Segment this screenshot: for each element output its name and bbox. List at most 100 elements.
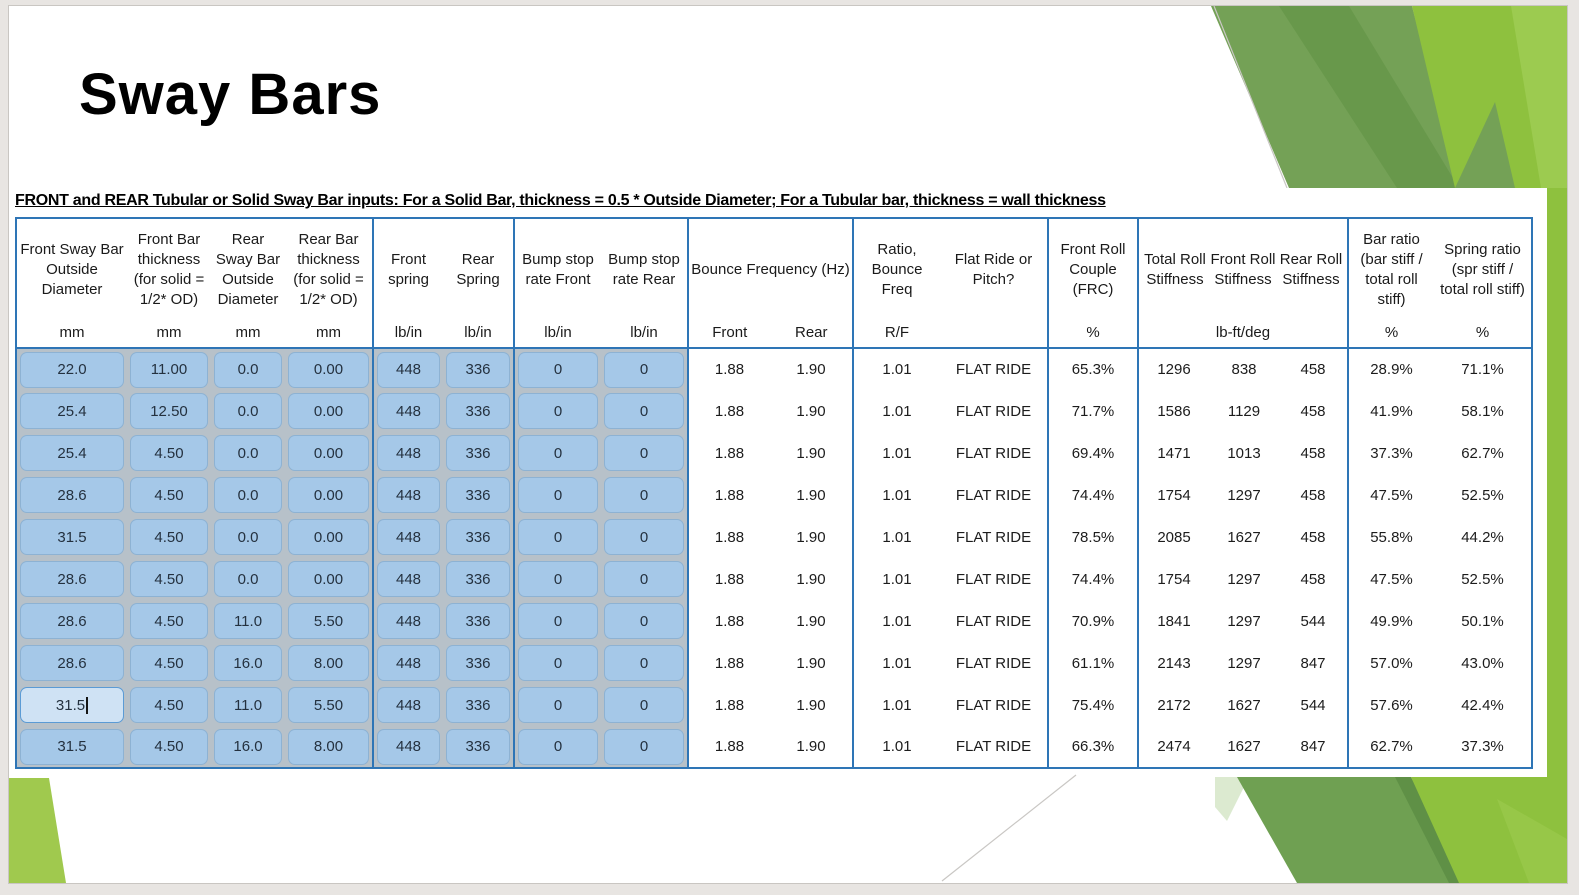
input-cell[interactable]: 0.00 <box>285 474 373 516</box>
computed-cell: 1841 <box>1137 600 1209 642</box>
input-cell[interactable]: 4.50 <box>127 516 211 558</box>
input-cell[interactable]: 8.00 <box>285 642 373 684</box>
input-cell[interactable]: 4.50 <box>127 726 211 768</box>
input-cell[interactable]: 28.6 <box>16 474 127 516</box>
input-cell[interactable]: 0.0 <box>211 348 285 390</box>
input-cell[interactable]: 0 <box>601 558 688 600</box>
input-cell[interactable]: 0 <box>513 474 601 516</box>
input-cell[interactable]: 448 <box>372 348 443 390</box>
input-cell[interactable]: 11.0 <box>211 600 285 642</box>
input-cell[interactable]: 0.0 <box>211 432 285 474</box>
computed-cell: 1.88 <box>687 558 770 600</box>
input-cell[interactable]: 28.6 <box>16 600 127 642</box>
input-cell[interactable]: 31.5 <box>16 516 127 558</box>
computed-cell: 1013 <box>1227 444 1261 462</box>
input-cell[interactable]: 0 <box>513 558 601 600</box>
input-cell[interactable]: 336 <box>443 558 514 600</box>
input-cell[interactable]: 16.0 <box>211 726 285 768</box>
input-cell[interactable]: 0.00 <box>285 348 373 390</box>
input-cell[interactable]: 336 <box>443 642 514 684</box>
input-cell[interactable]: 0 <box>601 600 688 642</box>
input-cell[interactable]: 0.0 <box>211 516 285 558</box>
input-cell[interactable]: 448 <box>372 432 443 474</box>
input-cell[interactable]: 4.50 <box>127 432 211 474</box>
input-cell[interactable]: 336 <box>443 390 514 432</box>
top-right-decoration <box>1211 6 1567 188</box>
input-cell[interactable]: 28.6 <box>16 558 127 600</box>
computed-cell: 1754 <box>1137 558 1209 600</box>
input-cell[interactable]: 0 <box>513 684 601 726</box>
input-cell[interactable]: 4.50 <box>127 684 211 726</box>
input-cell[interactable]: 0 <box>513 348 601 390</box>
input-cell[interactable]: 0 <box>601 642 688 684</box>
input-cell[interactable]: 448 <box>372 390 443 432</box>
column-header-label: Ratio, Bounce Freq <box>871 241 923 298</box>
input-cell[interactable]: 4.50 <box>127 558 211 600</box>
input-cell[interactable]: 0.0 <box>211 474 285 516</box>
input-cell[interactable]: 336 <box>443 348 514 390</box>
input-cell[interactable]: 31.5 <box>16 684 127 726</box>
input-cell-value: 448 <box>395 612 422 630</box>
slide-canvas: Sway Bars FRONT and REAR Tubular or Soli… <box>8 5 1568 884</box>
input-cell[interactable]: 0 <box>601 348 688 390</box>
column-header: Total Roll Stiffness Front Roll Stiffness… <box>1137 218 1348 349</box>
input-cell-value: 11.0 <box>233 612 263 630</box>
input-cell[interactable]: 4.50 <box>127 600 211 642</box>
input-cell[interactable]: 448 <box>372 516 443 558</box>
computed-cell: 1.90 <box>796 654 826 672</box>
computed-cell: 1.90 <box>796 444 826 462</box>
input-cell[interactable]: 0.00 <box>285 390 373 432</box>
input-cell[interactable]: 16.0 <box>211 642 285 684</box>
input-cell[interactable]: 336 <box>443 684 514 726</box>
input-cell[interactable]: 0.0 <box>211 558 285 600</box>
input-cell[interactable]: 4.50 <box>127 474 211 516</box>
input-cell[interactable]: 336 <box>443 432 514 474</box>
input-cell[interactable]: 0 <box>513 642 601 684</box>
computed-cell: 1627 <box>1227 738 1261 755</box>
input-cell[interactable]: 25.4 <box>16 390 127 432</box>
input-cell[interactable]: 22.0 <box>16 348 127 390</box>
input-cell[interactable]: 8.00 <box>285 726 373 768</box>
table-row: 28.6 4.50 11.0 5.50 448 336 0 0 1.88 1.90 1.01 FLAT… <box>16 600 1532 642</box>
input-cell[interactable]: 448 <box>372 684 443 726</box>
input-cell[interactable]: 0 <box>513 390 601 432</box>
input-cell[interactable]: 0 <box>513 726 601 768</box>
input-cell[interactable]: 28.6 <box>16 642 127 684</box>
input-cell[interactable]: 336 <box>443 726 514 768</box>
input-cell[interactable]: 336 <box>443 600 514 642</box>
input-cell[interactable]: 448 <box>372 642 443 684</box>
computed-cell: 1.01 <box>852 684 940 726</box>
input-cell[interactable]: 448 <box>372 558 443 600</box>
column-header: Bar ratio (bar stiff / total roll stiff)… <box>1347 218 1434 349</box>
input-cell[interactable]: 0.00 <box>285 558 373 600</box>
input-cell[interactable]: 0 <box>601 432 688 474</box>
computed-cell: 1.88 <box>687 432 770 474</box>
computed-cell: 1.90 <box>796 486 826 504</box>
input-cell[interactable]: 336 <box>443 516 514 558</box>
input-cell[interactable]: 336 <box>443 474 514 516</box>
input-cell[interactable]: 5.50 <box>285 684 373 726</box>
computed-cell: 43.0% <box>1461 654 1504 672</box>
input-cell[interactable]: 5.50 <box>285 600 373 642</box>
input-cell[interactable]: 0 <box>513 600 601 642</box>
input-cell[interactable]: 0 <box>601 474 688 516</box>
input-cell[interactable]: 448 <box>372 474 443 516</box>
input-cell[interactable]: 0 <box>601 390 688 432</box>
input-cell[interactable]: 0 <box>513 432 601 474</box>
input-cell[interactable]: 11.00 <box>127 348 211 390</box>
input-cell[interactable]: 0.00 <box>285 432 373 474</box>
input-cell[interactable]: 448 <box>372 600 443 642</box>
input-cell[interactable]: 11.0 <box>211 684 285 726</box>
column-header-label: Front spring <box>388 251 429 288</box>
input-cell[interactable]: 12.50 <box>127 390 211 432</box>
input-cell[interactable]: 0.00 <box>285 516 373 558</box>
input-cell[interactable]: 448 <box>372 726 443 768</box>
input-cell[interactable]: 25.4 <box>16 432 127 474</box>
input-cell[interactable]: 0 <box>513 516 601 558</box>
input-cell[interactable]: 0 <box>601 726 688 768</box>
input-cell[interactable]: 4.50 <box>127 642 211 684</box>
input-cell[interactable]: 0 <box>601 516 688 558</box>
input-cell[interactable]: 0.0 <box>211 390 285 432</box>
input-cell[interactable]: 31.5 <box>16 726 127 768</box>
input-cell[interactable]: 0 <box>601 684 688 726</box>
